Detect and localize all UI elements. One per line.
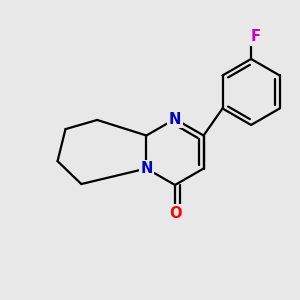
Text: N: N: [169, 112, 181, 127]
Text: N: N: [140, 161, 153, 176]
Text: O: O: [169, 206, 181, 220]
Text: F: F: [251, 29, 261, 44]
